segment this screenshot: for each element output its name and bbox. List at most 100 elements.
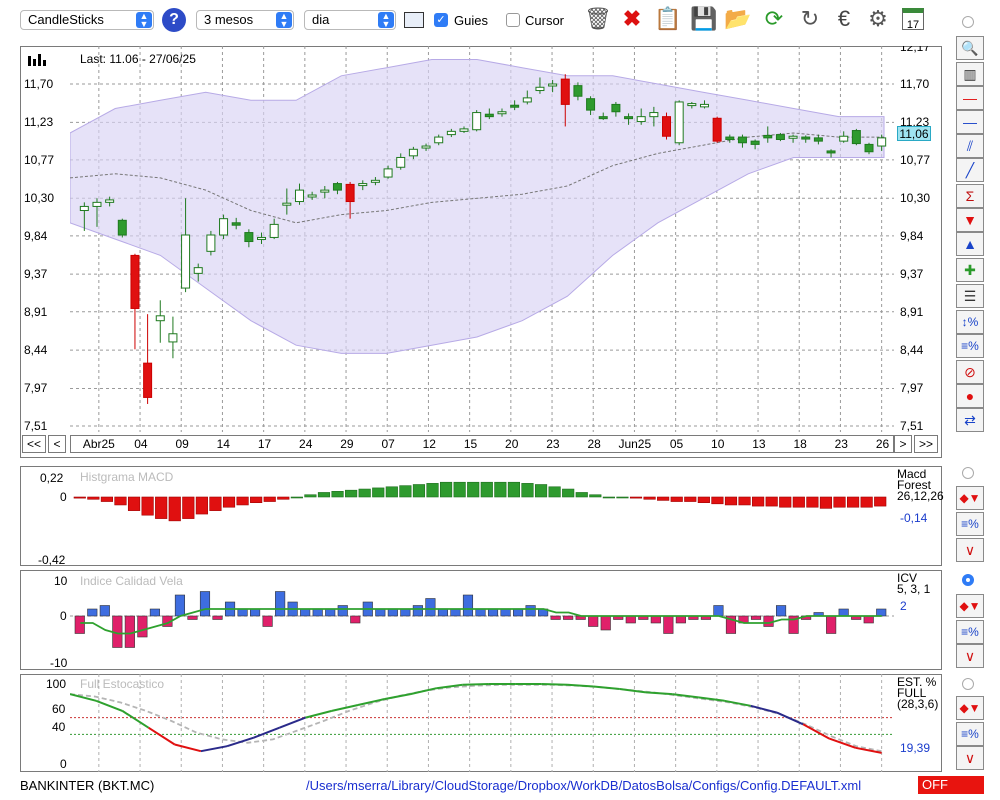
stoch-fast-segment <box>855 746 882 754</box>
delete-icon[interactable]: ✖ <box>622 6 642 31</box>
nav-last-button[interactable]: >> <box>914 435 938 453</box>
open-folder-icon[interactable]: 📂 <box>724 6 752 31</box>
euro-icon[interactable]: € <box>837 6 851 31</box>
candle <box>877 134 887 151</box>
add-signal-icon[interactable]: ✚ <box>956 258 984 282</box>
icv-y-tick-zero: 0 <box>60 609 67 623</box>
period-value: 3 mesos <box>204 12 254 27</box>
cycle-icon[interactable]: ⇄ <box>956 408 984 432</box>
clipboard-icon[interactable]: 📋 <box>654 6 682 31</box>
stoch-panel[interactable] <box>20 674 942 772</box>
candle <box>839 131 849 143</box>
candle <box>168 316 178 359</box>
macd-bar <box>168 496 181 522</box>
icv-bar <box>412 605 423 617</box>
stoch-y-tick-60: 60 <box>52 702 66 716</box>
candle <box>497 108 507 117</box>
nav-prev-button[interactable]: < <box>48 435 66 453</box>
icv-bar <box>337 605 348 617</box>
config-path-link[interactable]: /Users/mserra/Library/CloudStorage/Dropb… <box>306 778 862 793</box>
help-icon[interactable]: ? <box>162 8 186 32</box>
zoom-icon[interactable]: 🔍 <box>956 36 984 60</box>
icv-bar <box>863 615 874 624</box>
candle-body <box>864 143 874 153</box>
candle-body <box>257 236 267 240</box>
stoch-curve-icon[interactable]: ∨ <box>956 746 984 770</box>
y-tick-left: 9,37 <box>24 267 48 282</box>
chart-list-icon[interactable] <box>404 12 424 28</box>
period-select[interactable]: 3 mesos ▲ ▼ <box>196 10 294 30</box>
range-percent-icon[interactable]: ↕% <box>956 310 984 334</box>
grid-lines-icon[interactable]: ☰ <box>956 284 984 308</box>
candle <box>320 186 330 199</box>
stoch-percent-icon[interactable]: ≡% <box>956 722 984 746</box>
candle-body <box>788 135 798 139</box>
icv-bar <box>199 591 211 617</box>
icv-signals-icon[interactable]: ◆▼ <box>956 594 984 618</box>
date-tick: 24 <box>299 437 313 451</box>
stop-icon[interactable]: ⊘ <box>956 360 984 384</box>
trendline-icon[interactable]: ╱ <box>956 158 984 182</box>
reload-icon[interactable]: ↻ <box>800 6 820 31</box>
off-label: OFF <box>922 777 948 792</box>
fibonacci-icon[interactable]: Σ <box>956 184 984 208</box>
candle <box>434 134 444 146</box>
candle <box>548 79 558 93</box>
candle-body <box>219 218 229 236</box>
record-icon[interactable]: ● <box>956 384 984 408</box>
nav-next-button[interactable]: > <box>894 435 912 453</box>
off-toggle-button[interactable]: OFF <box>918 776 984 794</box>
stoch-fast-segment <box>410 687 437 696</box>
macd-subname: Forest <box>897 478 932 492</box>
macd-bar <box>453 481 466 498</box>
icv-percent-icon[interactable]: ≡% <box>956 620 984 644</box>
macd-signals-icon[interactable]: ◆▼ <box>956 486 984 510</box>
horizontal-line-blue-icon[interactable]: — <box>956 110 984 134</box>
interval-select[interactable]: dia ▲ ▼ <box>304 10 396 30</box>
arrow-up-icon[interactable]: ▲ <box>956 232 984 256</box>
stoch-signals-icon[interactable]: ◆▼ <box>956 696 984 720</box>
macd-bar <box>752 496 765 507</box>
macd-bar <box>534 484 548 498</box>
candle <box>535 77 545 94</box>
date-tick: 12 <box>422 437 436 451</box>
percent-lines-icon[interactable]: ≡% <box>956 334 984 358</box>
stoch-fast-segment <box>384 693 411 701</box>
macd-bar <box>792 496 805 508</box>
stoch-radio[interactable] <box>962 678 974 690</box>
icv-bar <box>425 598 436 617</box>
gear-icon[interactable]: ⚙ <box>868 6 888 31</box>
horizontal-line-icon[interactable]: — <box>956 86 984 110</box>
nav-first-button[interactable]: << <box>22 435 46 453</box>
date-tick: 04 <box>134 437 148 451</box>
stoch-fast-segment <box>462 683 489 686</box>
icv-bar <box>450 608 461 617</box>
candle-body <box>497 111 507 115</box>
date-tick: 18 <box>793 437 807 451</box>
candle-body <box>586 98 596 111</box>
macd-percent-icon[interactable]: ≡% <box>956 512 984 536</box>
macd-curve-icon[interactable]: ∨ <box>956 538 984 562</box>
icv-bar <box>475 608 486 617</box>
icv-curve-icon[interactable]: ∨ <box>956 644 984 668</box>
calendar-icon[interactable]: 17 <box>902 8 924 31</box>
channel-icon[interactable]: ⫽ <box>956 134 984 158</box>
guides-checkbox[interactable]: ✓ <box>434 13 448 27</box>
icv-radio[interactable] <box>962 574 974 586</box>
macd-radio[interactable] <box>962 467 974 479</box>
trash-icon[interactable]: 🗑 <box>584 6 612 31</box>
y-tick-right: 7,97 <box>900 381 924 396</box>
arrow-down-icon[interactable]: ▼ <box>956 208 984 232</box>
save-icon[interactable]: 💾 <box>690 6 718 31</box>
candle-body <box>775 134 785 141</box>
stoch-fast-segment <box>331 704 359 712</box>
icv-bar <box>663 615 674 634</box>
candles-icon[interactable]: ▥ <box>956 62 984 86</box>
stoch-fast-segment <box>724 699 751 707</box>
cursor-checkbox[interactable] <box>506 13 520 27</box>
refresh-icon[interactable]: ⟳ <box>764 6 784 31</box>
stoch-fast-segment <box>357 698 385 706</box>
candle <box>636 108 646 125</box>
chart-type-select[interactable]: CandleSticks ▲ ▼ <box>20 10 154 30</box>
main-radio[interactable] <box>962 16 974 28</box>
